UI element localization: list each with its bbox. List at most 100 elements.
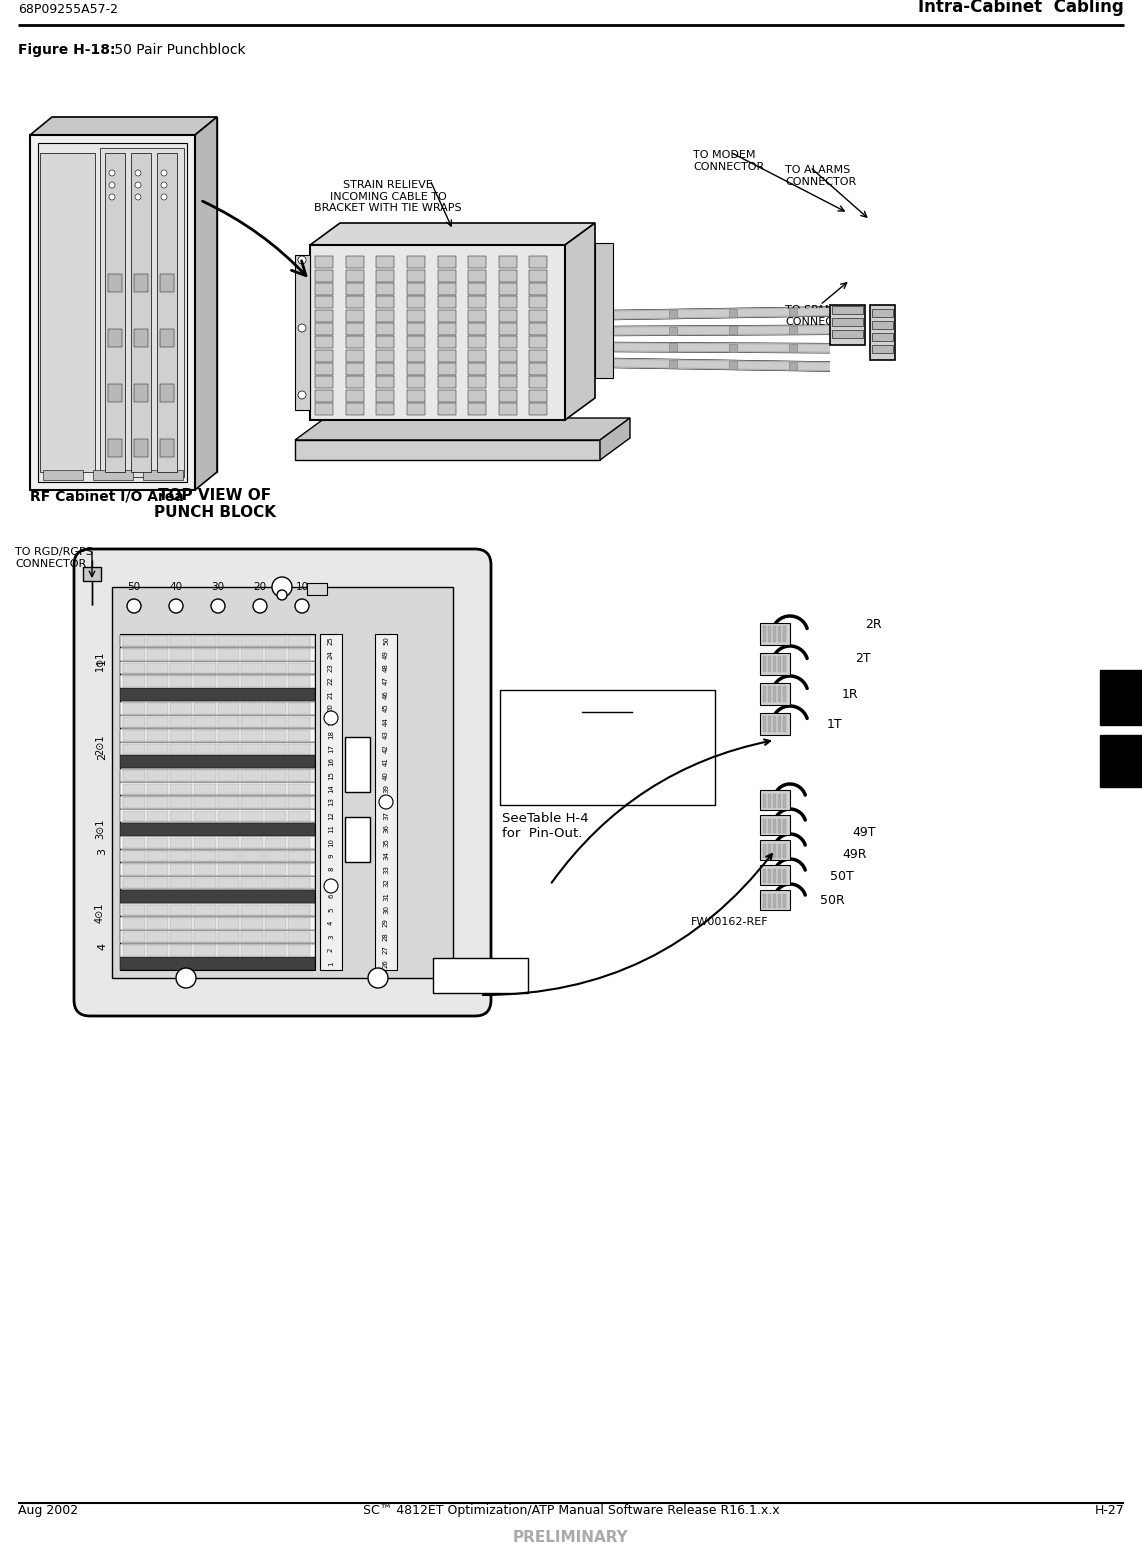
Bar [194,945,216,956]
Circle shape [368,969,388,988]
Bar [759,815,790,836]
Bar [217,797,239,808]
Text: 33: 33 [383,865,389,873]
Text: H-27: H-27 [1094,1504,1124,1516]
Bar [759,682,790,704]
Bar [241,945,263,956]
Bar [170,770,192,781]
Bar [170,731,192,740]
Bar [146,837,168,848]
Bar [265,770,287,781]
Bar [773,656,777,671]
Text: 1: 1 [97,657,107,665]
Bar [265,784,287,795]
Bar [120,809,315,822]
Text: 9: 9 [328,853,333,858]
Bar [468,296,486,308]
Circle shape [295,599,309,613]
Bar [289,811,309,822]
Bar [669,310,677,318]
Text: LEGEND: LEGEND [581,698,633,711]
Bar [763,894,766,908]
Bar [289,770,309,781]
Circle shape [272,577,292,596]
Text: 2⊙1: 2⊙1 [95,734,105,756]
Circle shape [135,171,140,175]
Text: 1R: 1R [842,687,859,701]
Bar [123,717,145,728]
Bar [778,685,781,703]
Text: 16: 16 [328,757,333,767]
Bar [346,269,363,282]
Bar [289,635,309,646]
Bar [833,307,863,315]
Bar [789,326,797,333]
Bar [120,890,315,903]
Bar [376,283,394,294]
Bar [289,851,309,861]
Bar [123,837,145,848]
Text: Aug 2002: Aug 2002 [18,1504,78,1516]
Bar [120,782,315,795]
Bar [146,703,168,714]
Bar [315,349,333,362]
Bar [146,635,168,646]
Bar [289,731,309,740]
Bar [530,336,547,349]
Text: 7: 7 [328,881,333,884]
Text: 40: 40 [383,770,389,779]
Bar [265,864,287,875]
Text: 50T: 50T [830,870,854,884]
Bar [131,153,151,473]
Bar [120,903,315,916]
Bar [194,717,216,728]
Bar [437,390,456,402]
Bar [146,664,168,673]
Text: TO ALARMS
CONNECTOR: TO ALARMS CONNECTOR [785,164,856,186]
Bar [289,649,309,660]
Bar [783,869,786,883]
Bar [108,329,122,347]
Bar [265,851,287,861]
Bar [763,656,766,671]
Bar [241,851,263,861]
Text: RF Cabinet I/O Area: RF Cabinet I/O Area [30,488,184,502]
Bar [289,945,309,956]
Text: 14: 14 [328,784,333,793]
Bar [146,864,168,875]
Text: FW00162-REF: FW00162-REF [691,917,769,926]
Bar [778,626,781,642]
Bar [499,310,516,322]
Text: 2: 2 [486,962,494,975]
Bar [217,864,239,875]
Bar [170,878,192,889]
Bar [217,717,239,728]
Bar [499,322,516,335]
Bar [778,818,781,833]
Text: 50 Pair Punchblock: 50 Pair Punchblock [110,42,246,56]
Bar [265,635,287,646]
Bar [194,635,216,646]
Bar [346,363,363,376]
Bar [146,784,168,795]
Text: 10: 10 [328,837,333,847]
Bar [289,797,309,808]
Text: SC™ 4812ET Optimization/ATP Manual Software Release R16.1.x.x: SC™ 4812ET Optimization/ATP Manual Softw… [363,1504,779,1516]
Bar [120,917,315,930]
Bar [346,376,363,388]
Bar [265,931,287,942]
Text: 30: 30 [211,582,225,592]
Bar [217,664,239,673]
Bar [170,864,192,875]
Text: 45: 45 [383,704,389,712]
Bar [120,742,315,754]
Bar [870,305,895,360]
Bar [407,363,425,376]
Bar [170,664,192,673]
Text: 18: 18 [328,731,333,739]
Bar [315,390,333,402]
Bar [783,844,786,858]
Bar [778,793,781,808]
Bar [872,308,893,318]
Bar [170,945,192,956]
